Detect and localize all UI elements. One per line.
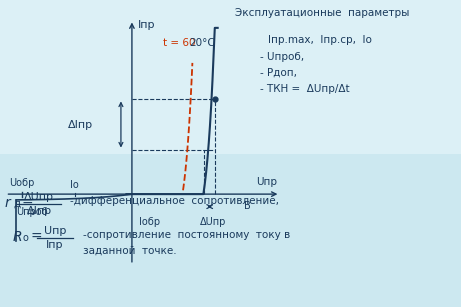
Text: Iпр: Iпр (46, 240, 64, 250)
Text: ΔIпр: ΔIпр (26, 206, 52, 216)
Text: Uпроб: Uпроб (17, 207, 48, 216)
Text: ΔIпр: ΔIпр (68, 119, 94, 130)
Text: заданной  точке.: заданной точке. (83, 246, 177, 256)
Text: =: = (30, 230, 41, 244)
Text: Uобр: Uобр (9, 178, 35, 188)
Text: - ТКН =  ΔUпр/Δt: - ТКН = ΔUпр/Δt (260, 84, 349, 94)
Text: - Рдоп,: - Рдоп, (260, 68, 297, 78)
FancyBboxPatch shape (0, 0, 461, 154)
Text: ΔUпр: ΔUпр (24, 192, 54, 202)
Text: -сопротивление  постоянному  току в: -сопротивление постоянному току в (83, 230, 290, 240)
Text: o: o (22, 233, 28, 243)
Text: 20°C: 20°C (189, 38, 215, 48)
Text: Iобр: Iобр (138, 217, 160, 227)
Text: r: r (5, 196, 11, 210)
Text: Io: Io (71, 180, 79, 190)
Text: д: д (13, 199, 20, 209)
Text: - Uпроб,: - Uпроб, (260, 52, 304, 62)
Text: ΔUпр: ΔUпр (200, 217, 226, 227)
Text: Iпр.max,  Iпр.ср,  Io: Iпр.max, Iпр.ср, Io (268, 35, 372, 45)
Text: R: R (13, 230, 23, 244)
Text: Uпр: Uпр (44, 226, 66, 236)
Text: Iпр: Iпр (137, 20, 155, 29)
Text: Эксплуатационные  параметры: Эксплуатационные параметры (235, 8, 409, 18)
Text: t = 60: t = 60 (163, 38, 195, 48)
Text: =: = (21, 196, 33, 210)
Text: В: В (244, 201, 251, 212)
Text: Uпр: Uпр (256, 177, 277, 187)
Text: -дифференциальное  сопротивление,: -дифференциальное сопротивление, (70, 196, 279, 206)
